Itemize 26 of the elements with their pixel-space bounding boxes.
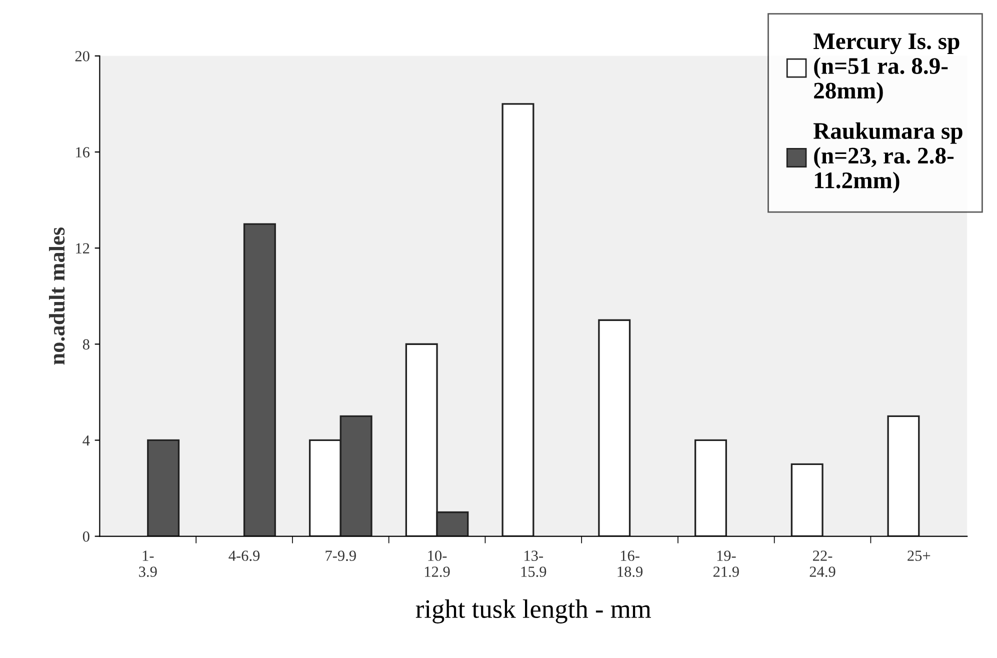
x-tick-label: 4-6.9 (228, 550, 260, 561)
bar (694, 439, 727, 536)
x-tick-label: 19- 21.9 (713, 550, 739, 577)
y-tick-label: 4 (82, 435, 90, 446)
y-tick-label: 8 (82, 339, 90, 350)
x-tick-label: 22- 24.9 (810, 550, 836, 577)
bar (790, 463, 824, 536)
legend-label: Mercury Is. sp (n=51 ra. 8.9- 28mm) (813, 34, 960, 104)
bar (598, 319, 631, 536)
y-tick-label: 12 (76, 243, 90, 254)
bar (887, 415, 920, 536)
x-tick-label: 10- 12.9 (424, 550, 450, 577)
x-tick-label: 25+ (908, 550, 930, 561)
y-tick-label: 16 (76, 147, 90, 158)
bar (243, 223, 276, 536)
x-tick-label: 7-9.9 (326, 550, 356, 561)
y-axis-title: no.adult males (48, 227, 65, 365)
bar (502, 103, 534, 536)
y-tick-label: 0 (82, 531, 90, 542)
x-tick-label: 13- 15.9 (521, 550, 546, 577)
x-tick-label: 1- 3.9 (139, 550, 157, 577)
x-tick-label: 16- 18.9 (618, 550, 643, 577)
legend-label: Raukumara sp (n=23, ra. 2.8- 11.2mm) (813, 122, 962, 194)
bar (147, 439, 180, 536)
x-axis-title: right tusk length - mm (416, 599, 651, 624)
y-tick-label: 20 (75, 51, 90, 62)
